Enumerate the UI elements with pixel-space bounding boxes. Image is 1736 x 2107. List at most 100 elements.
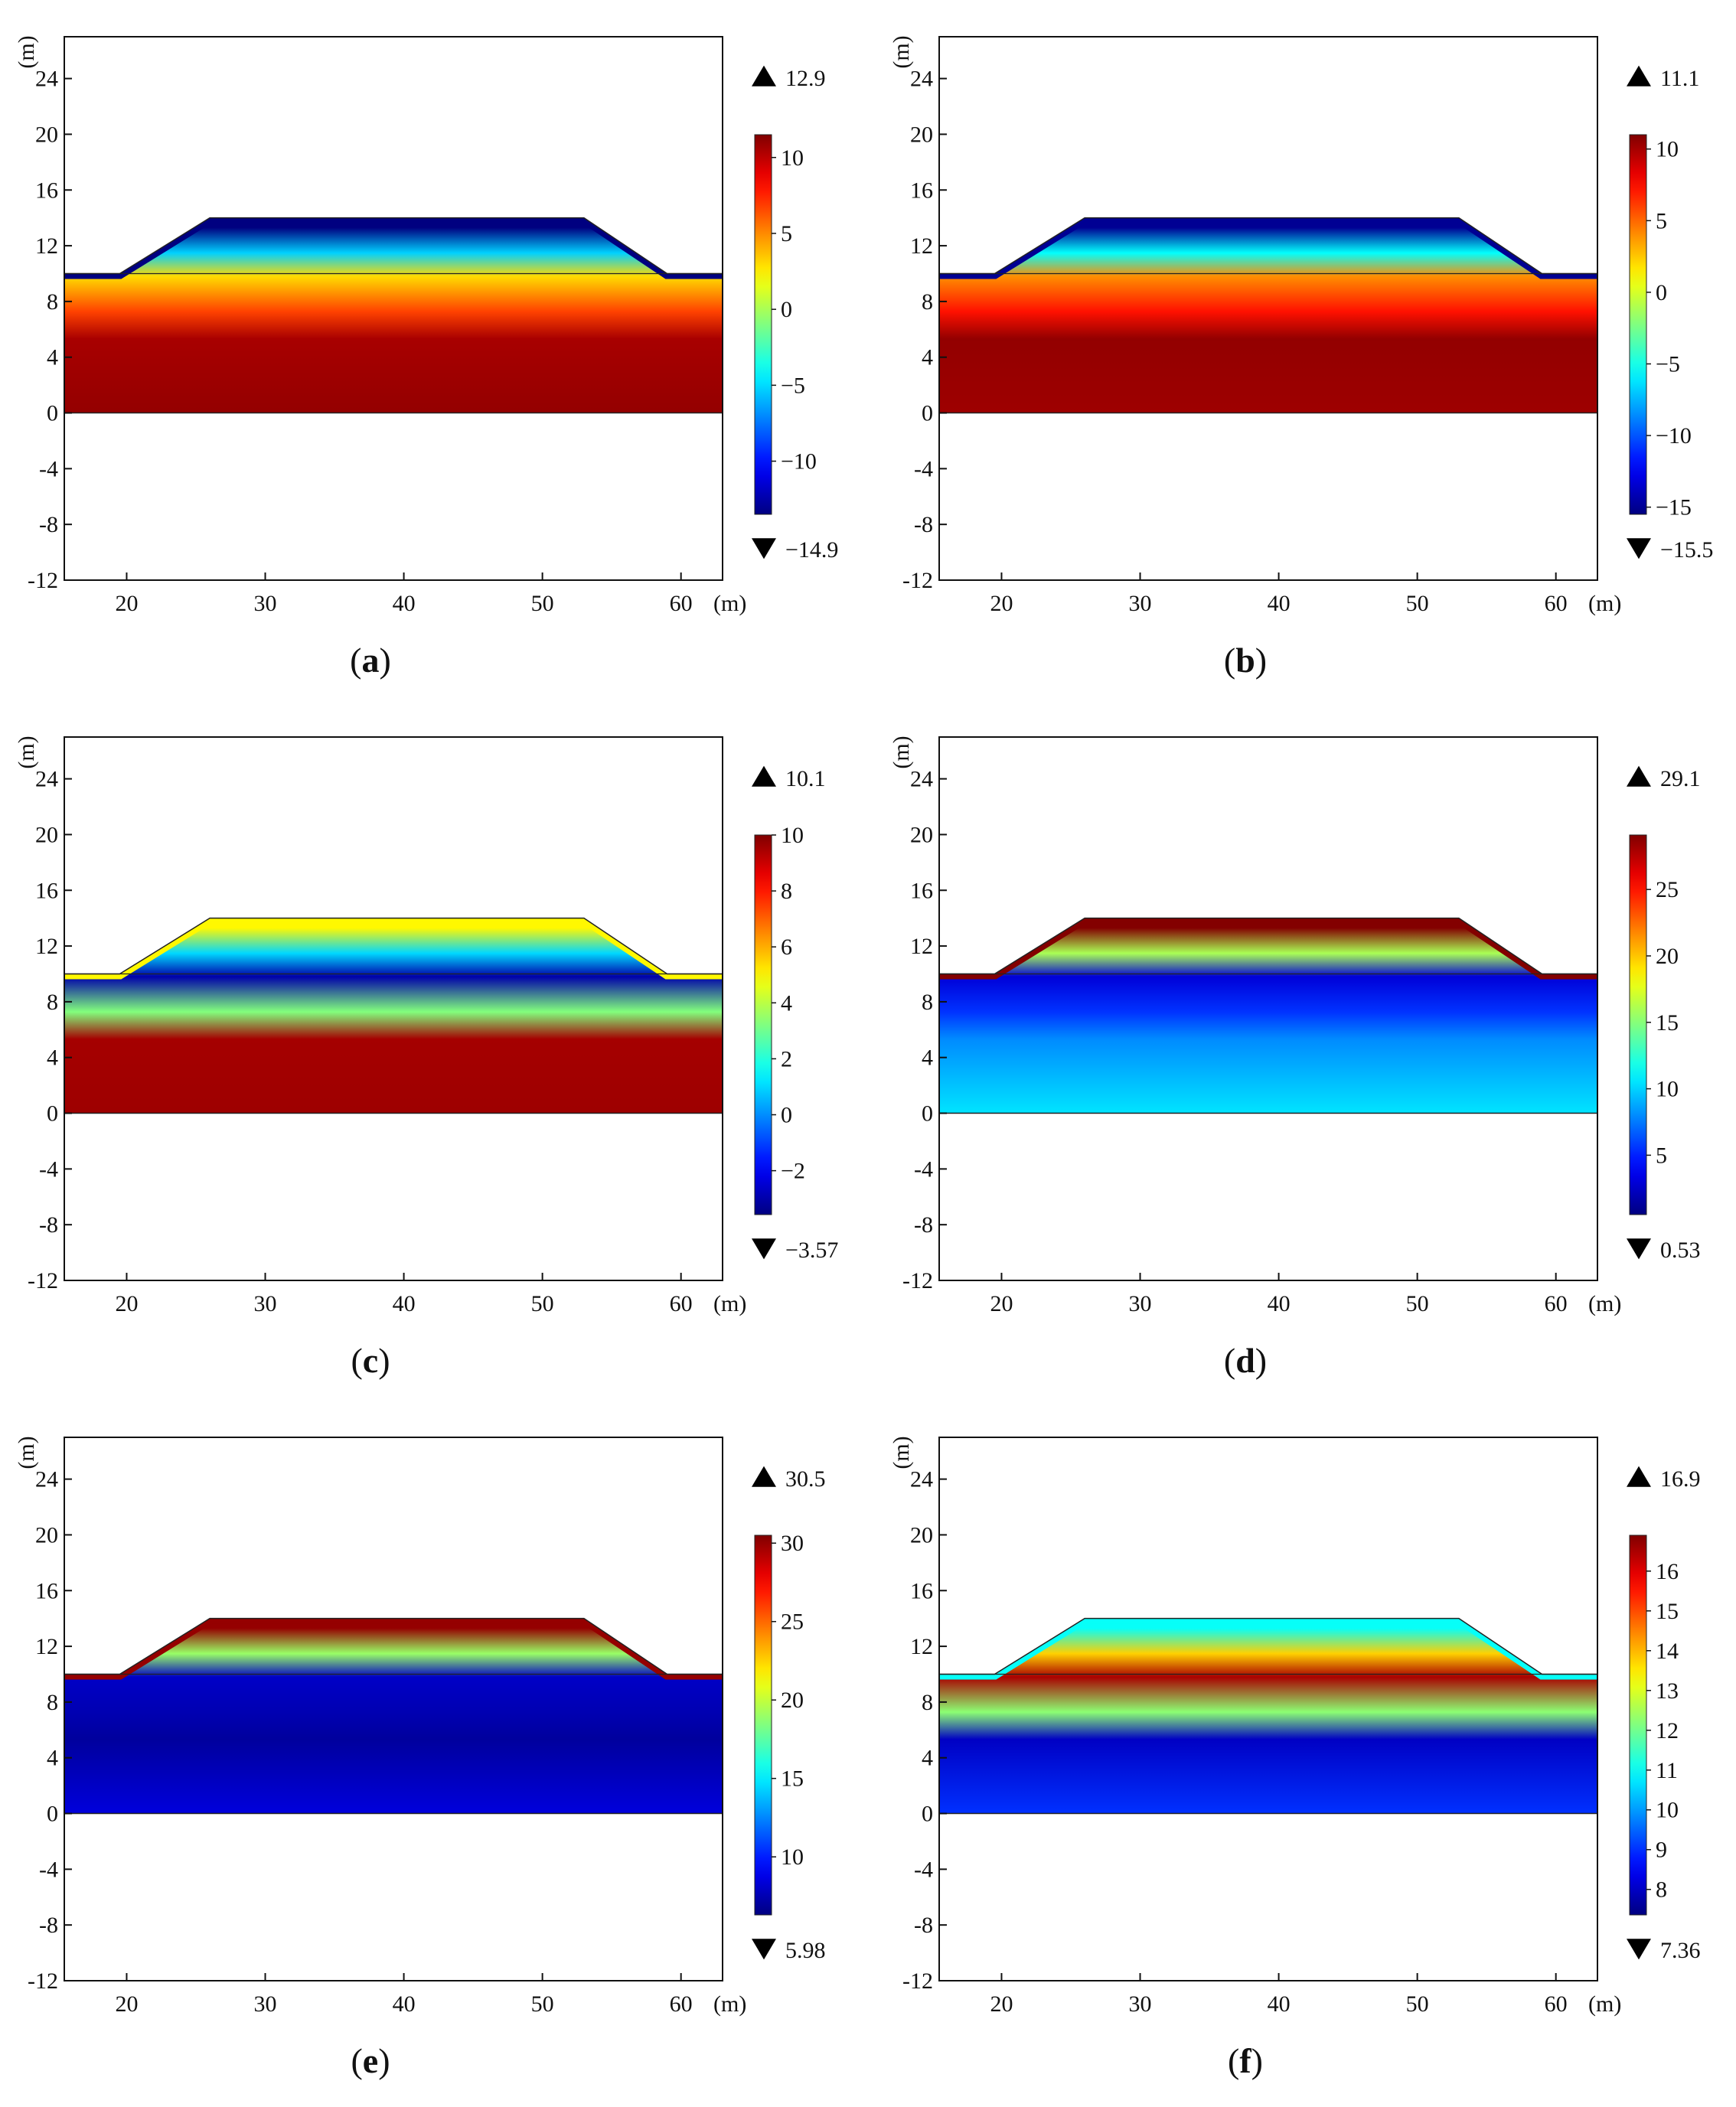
y-tick-label: 24	[35, 1467, 58, 1492]
max-marker-icon	[752, 1466, 776, 1487]
colorbar-tick-label: 25	[1656, 877, 1679, 902]
colorbar-tick-label: 5	[1656, 1143, 1667, 1168]
colorbar	[754, 1535, 772, 1916]
y-tick-label: -12	[28, 1968, 58, 1994]
x-tick-label: 60	[1545, 1291, 1568, 1316]
y-tick-label: 16	[35, 1578, 58, 1603]
y-tick-label: 12	[910, 233, 933, 259]
colorbar-tick-label: 12	[1656, 1718, 1679, 1743]
y-tick-label: -4	[914, 1857, 933, 1882]
x-tick-label: 30	[1129, 591, 1152, 616]
x-tick-label: 60	[670, 591, 693, 616]
x-tick-label: 20	[115, 591, 138, 616]
y-tick-label: -12	[902, 1268, 933, 1293]
colorbar-tick-label: 5	[1656, 208, 1667, 233]
colorbar-tick-label: 9	[1656, 1838, 1667, 1863]
colorbar-tick-label: 0	[1656, 280, 1667, 305]
y-tick-label: 16	[35, 878, 58, 903]
caption-letter: f	[1239, 2041, 1251, 2080]
y-tick-label: -8	[914, 1212, 933, 1238]
colorbar-tick-label: 13	[1656, 1678, 1679, 1704]
min-value-label: 7.36	[1660, 1938, 1701, 1963]
caption-letter: a	[362, 641, 380, 680]
y-axis-unit: (m)	[889, 1436, 914, 1469]
x-tick-label: 60	[670, 1291, 693, 1316]
y-tick-label: 4	[922, 345, 933, 370]
max-value-label: 16.9	[1660, 1466, 1701, 1492]
colorbar-tick-label: 16	[1656, 1559, 1679, 1584]
y-tick-label: 20	[35, 822, 58, 847]
min-marker-icon	[752, 538, 776, 559]
y-tick-label: 12	[910, 934, 933, 959]
x-tick-label: 60	[670, 1991, 693, 2017]
field-gradient	[939, 918, 1597, 1114]
colorbar-tick-label: −2	[781, 1159, 805, 1184]
plot-frame	[938, 1437, 1598, 1981]
x-tick-label: 50	[531, 1991, 554, 2017]
colorbar-tick-label: 11	[1656, 1758, 1678, 1783]
x-tick-label: 60	[1545, 591, 1568, 616]
colorbar-tick-label: 10	[781, 823, 804, 848]
colorbar-tick-label: 0	[781, 1103, 792, 1128]
min-value-label: −14.9	[785, 537, 838, 563]
y-tick-label: 12	[35, 233, 58, 259]
max-marker-icon	[752, 765, 776, 787]
x-tick-label: 40	[393, 591, 416, 616]
x-tick-label: 40	[1268, 591, 1291, 616]
max-marker-icon	[1627, 65, 1651, 86]
max-value-label: 29.1	[1660, 766, 1701, 791]
colorbar-tick-label: −10	[1656, 423, 1692, 448]
x-tick-label: 20	[990, 1991, 1013, 2017]
y-tick-label: -12	[902, 1968, 933, 1994]
x-axis-unit: (m)	[713, 1291, 746, 1316]
x-tick-label: 40	[1268, 1291, 1291, 1316]
y-tick-label: 24	[35, 767, 58, 792]
colorbar-tick-label: 15	[1656, 1599, 1679, 1624]
colorbar-tick-label: −10	[781, 449, 817, 475]
y-tick-label: 8	[47, 289, 58, 315]
field-gradient	[64, 1618, 723, 1814]
y-tick-label: 8	[922, 1690, 933, 1715]
colorbar-tick-label: 2	[781, 1046, 792, 1071]
colorbar-tick-label: 15	[1656, 1010, 1679, 1036]
y-tick-label: -8	[914, 512, 933, 537]
min-value-label: 0.53	[1660, 1238, 1701, 1263]
min-marker-icon	[1627, 1238, 1651, 1260]
max-marker-icon	[752, 65, 776, 86]
y-tick-label: 8	[922, 289, 933, 315]
field-gradient	[64, 217, 723, 413]
colorbar	[1629, 834, 1647, 1215]
plot-frame	[938, 736, 1598, 1281]
y-tick-label: 0	[922, 1802, 933, 1827]
max-value-label: 10.1	[785, 766, 826, 791]
caption-letter: e	[363, 2041, 378, 2080]
y-axis-unit: (m)	[889, 35, 914, 68]
y-tick-label: 0	[922, 1101, 933, 1127]
y-tick-label: 16	[35, 178, 58, 203]
x-tick-label: 50	[1406, 1991, 1429, 2017]
colorbar-tick-label: 8	[1656, 1877, 1667, 1903]
plot-frame	[64, 36, 723, 581]
colorbar-tick-label: 15	[781, 1766, 804, 1792]
colorbar-tick-label: 4	[781, 990, 792, 1016]
field-gradient	[64, 918, 723, 1114]
colorbar-tick-label: −5	[1656, 351, 1680, 377]
y-tick-label: -4	[39, 456, 58, 481]
panel-caption: (e)	[351, 2041, 390, 2080]
colorbar-tick-label: 14	[1656, 1639, 1679, 1664]
y-tick-label: -12	[28, 568, 58, 593]
x-tick-label: 50	[531, 1291, 554, 1316]
colorbar-tick-label: 10	[1656, 1077, 1679, 1102]
colorbar-tick-label: 10	[1656, 1798, 1679, 1823]
y-tick-label: -4	[39, 1156, 58, 1182]
x-tick-label: 40	[1268, 1991, 1291, 2017]
y-tick-label: 8	[47, 1690, 58, 1715]
colorbar-tick-label: 5	[781, 221, 792, 246]
x-tick-label: 30	[1129, 1991, 1152, 2017]
colorbar-tick-label: 6	[781, 934, 792, 960]
x-tick-label: 30	[254, 1991, 277, 2017]
y-tick-label: 0	[47, 1802, 58, 1827]
